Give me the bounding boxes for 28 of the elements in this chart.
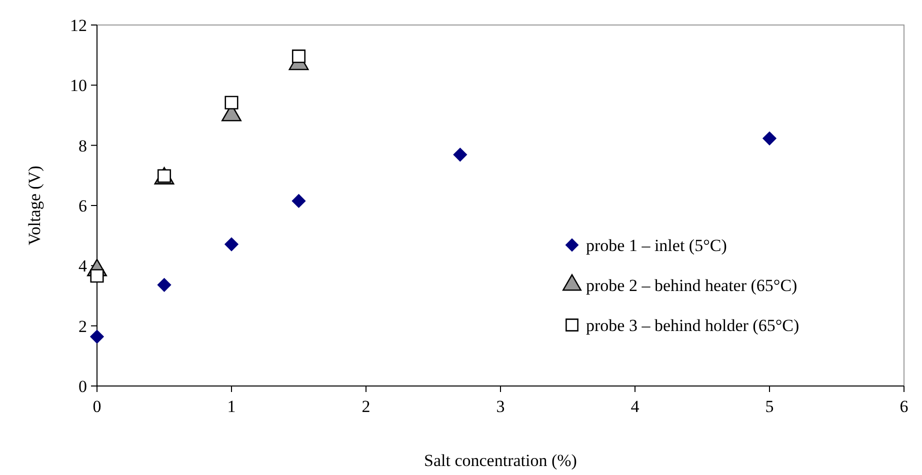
- y-axis-title: Voltage (V): [25, 166, 44, 246]
- y-tick-label: 0: [78, 376, 87, 396]
- point: [292, 194, 306, 208]
- x-tick-label: 4: [630, 397, 640, 416]
- y-tick-label: 4: [78, 256, 88, 276]
- y-tick-label: 10: [70, 76, 87, 96]
- x-tick-label: 3: [496, 397, 505, 416]
- legend-label: probe 3 – behind holder (65°C): [586, 316, 800, 335]
- y-tick-label: 12: [70, 16, 87, 35]
- x-tick-label: 6: [900, 397, 908, 416]
- point: [224, 237, 239, 252]
- point: [90, 269, 104, 283]
- point: [90, 330, 104, 344]
- point: [453, 148, 468, 162]
- legend-label: probe 1 – inlet (5°C): [586, 236, 727, 255]
- x-tick-label: 2: [362, 397, 370, 416]
- point: [292, 50, 306, 64]
- x-tick-label: 0: [92, 397, 102, 416]
- point: [224, 96, 238, 110]
- point: [762, 131, 777, 146]
- y-tick-label: 2: [78, 316, 87, 336]
- x-tick-label: 1: [227, 397, 236, 416]
- y-tick-label: 8: [78, 136, 87, 156]
- y-tick-label: 6: [78, 196, 87, 216]
- point: [157, 278, 172, 292]
- x-axis-title: Salt concentration (%): [424, 451, 577, 470]
- x-tick-label: 5: [765, 397, 774, 416]
- legend-label: probe 2 – behind heater (65°C): [586, 276, 798, 295]
